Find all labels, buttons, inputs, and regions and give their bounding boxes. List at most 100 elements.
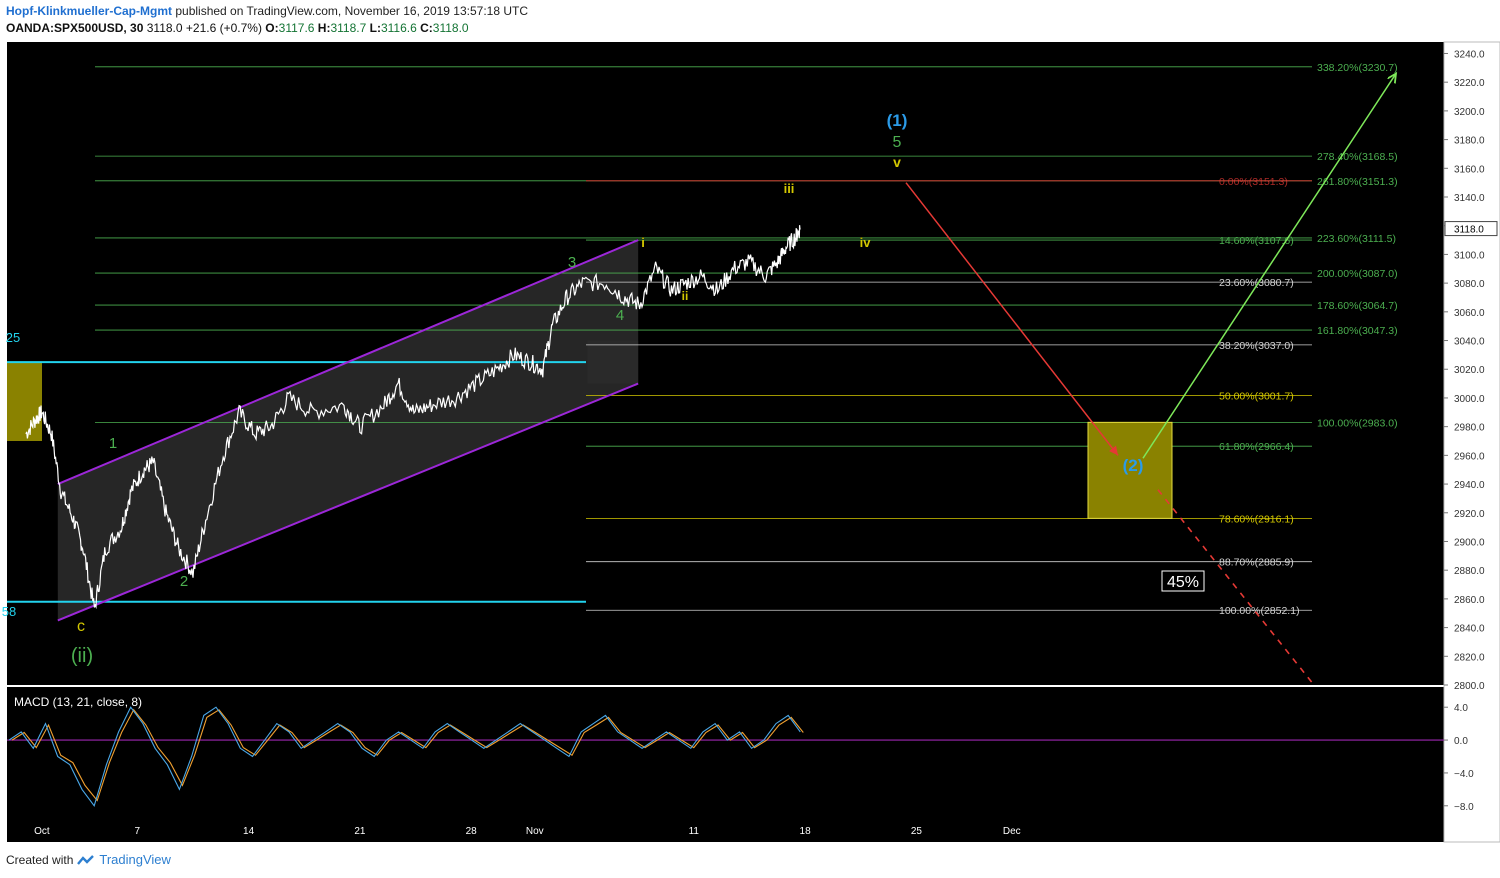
price-axis-label: 3240.0: [1454, 49, 1485, 60]
price-axis-label: 3020.0: [1454, 365, 1485, 376]
author-link[interactable]: Hopf-Klinkmueller-Cap-Mgmt: [6, 4, 172, 18]
wave-label: c: [77, 618, 85, 635]
time-axis-label: 11: [689, 826, 700, 837]
macd-axis-label: 4.0: [1454, 703, 1468, 714]
price-axis-label: 3220.0: [1454, 78, 1485, 89]
fib-extension-label: 100.00%(2983.0): [1317, 417, 1398, 429]
macd-axis-label: −4.0: [1454, 769, 1474, 780]
price-axis-label: 3080.0: [1454, 279, 1485, 290]
price-axis-label: 3040.0: [1454, 337, 1485, 348]
time-axis-label: 25: [911, 826, 923, 837]
high-value: 3118.7: [330, 21, 367, 35]
price-axis-label: 3160.0: [1454, 164, 1485, 175]
fib-extension-label: 200.00%(3087.0): [1317, 268, 1398, 280]
publish-info: Hopf-Klinkmueller-Cap-Mgmt published on …: [6, 4, 528, 18]
wave-label: 25: [6, 330, 20, 345]
price-axis-label: 3000.0: [1454, 394, 1485, 405]
price-axis-label: 3060.0: [1454, 308, 1485, 319]
price-axis-label: 2900.0: [1454, 537, 1485, 548]
fib-retracement-label: 0.00%(3151.3): [1219, 176, 1288, 188]
macd-title: MACD (13, 21, close, 8): [14, 695, 142, 709]
price-axis-label: 2960.0: [1454, 451, 1485, 462]
last-price-tag: [1444, 221, 1498, 237]
time-axis-label: 7: [135, 826, 141, 837]
price-axis-label: 2820.0: [1454, 652, 1485, 663]
channel-upper-line: [57, 239, 639, 485]
price-change: +21.6 (+0.7%): [185, 21, 262, 35]
fib-retracement-label: 100.00%(2852.1): [1219, 605, 1300, 617]
channel-shade: [57, 240, 639, 621]
fib-retracement-label: 78.60%(2916.1): [1219, 513, 1294, 525]
last-price: 3118.0: [146, 21, 183, 35]
time-axis-label: Oct: [34, 826, 50, 837]
fib-extension-label: 178.60%(3064.7): [1317, 300, 1398, 312]
wave-label: iii: [784, 181, 795, 196]
macd-pane-background: [7, 687, 1444, 820]
target-zone-box: [1087, 421, 1173, 519]
price-pane-background: [7, 42, 1444, 685]
tradingview-brand[interactable]: TradingView: [99, 852, 171, 867]
wave-label: iv: [860, 235, 872, 250]
wave-label: 1: [109, 435, 117, 452]
time-axis-label: 18: [800, 826, 812, 837]
price-axis-label: 2940.0: [1454, 480, 1485, 491]
wave-label: 4: [616, 307, 624, 324]
channel-lower-line: [57, 382, 639, 622]
time-axis-label: Dec: [1003, 826, 1021, 837]
time-axis-label: Nov: [526, 826, 544, 837]
tradingview-logo-icon: [77, 854, 95, 865]
wave-label: 58: [2, 604, 16, 619]
fib-retracement-label: 50.00%(3001.7): [1219, 391, 1294, 403]
price-axis-label: 2880.0: [1454, 566, 1485, 577]
footer: Created with TradingView: [6, 852, 171, 867]
fib-extension-label: 223.60%(3111.5): [1317, 233, 1396, 245]
wave-label: ii: [682, 289, 689, 303]
time-axis-label: 21: [354, 826, 366, 837]
fib-extension-label: 161.80%(3047.3): [1317, 325, 1398, 337]
fib-retracement-label: 61.80%(2966.4): [1219, 441, 1294, 453]
wave-label: v: [893, 154, 901, 170]
price-axis-label: 3100.0: [1454, 250, 1485, 261]
macd-axis-label: −8.0: [1454, 802, 1474, 813]
wave-label: (1): [887, 111, 908, 130]
channel-shade-tail: [587, 340, 639, 384]
percent-box: [1161, 570, 1205, 592]
price-axis-label: 2980.0: [1454, 423, 1485, 434]
time-axis-label: 14: [243, 826, 255, 837]
wave-label: 3: [568, 254, 576, 271]
left-olive-box: [7, 362, 42, 442]
wave-label: (ii): [71, 645, 93, 667]
macd-line: [8, 706, 801, 808]
price-axis-background: [1443, 41, 1500, 843]
wave-label: (2): [1123, 456, 1144, 475]
symbol-label[interactable]: OANDA:SPX500USD, 30: [6, 21, 144, 35]
price-axis-label: 2840.0: [1454, 624, 1485, 635]
price-series-line: [25, 225, 801, 610]
close-value: 3118.0: [432, 21, 469, 35]
price-axis-label: 2920.0: [1454, 509, 1485, 520]
open-value: 3117.6: [278, 21, 315, 35]
created-with-label: Created with: [6, 852, 74, 867]
macd-axis-label: 0.0: [1454, 736, 1468, 747]
low-value: 3116.6: [380, 21, 417, 35]
projected-decline-arrow: [905, 182, 1119, 456]
fib-retracement-label: 88.70%(2885.9): [1219, 557, 1294, 569]
macd-signal-line: [11, 708, 804, 802]
price-axis-label: 3180.0: [1454, 136, 1485, 147]
fib-retracement-label: 23.60%(3080.7): [1219, 277, 1294, 289]
fib-extension-label: 338.20%(3230.7): [1317, 62, 1398, 74]
wave-label: i: [641, 235, 645, 250]
projected-rally-arrow: [1142, 74, 1396, 459]
last-price-tag-label: 3118.0: [1454, 225, 1484, 236]
price-axis-label: 3140.0: [1454, 193, 1485, 204]
price-axis-label: 2860.0: [1454, 595, 1485, 606]
publish-date: published on TradingView.com, November 1…: [175, 4, 529, 18]
alternate-decline-dashed-line: [1157, 489, 1315, 686]
price-axis-label: 2800.0: [1454, 681, 1485, 692]
ohlc-legend: OANDA:SPX500USD, 30 3118.0 +21.6 (+0.7%)…: [6, 21, 469, 35]
wave-label: 2: [180, 573, 188, 590]
fib-retracement-label: 38.20%(3037.0): [1219, 340, 1294, 352]
fib-retracement-label: 14.60%(3107.6): [1219, 235, 1294, 247]
fib-extension-label: 261.80%(3151.3): [1317, 176, 1398, 188]
